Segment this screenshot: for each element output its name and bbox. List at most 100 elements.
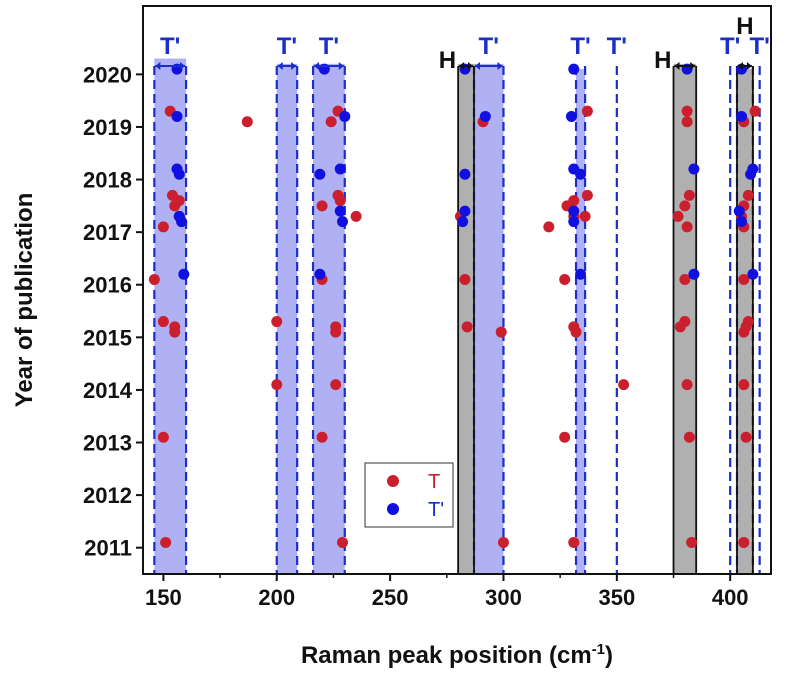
t-point-25 (570, 326, 582, 338)
t-prime-point-9 (565, 110, 577, 122)
t-point-67 (681, 105, 693, 117)
h-band-3 (458, 63, 475, 574)
t-prime-point-12 (173, 168, 185, 180)
t-point-66 (581, 105, 593, 117)
t-prime-point-28 (568, 216, 580, 228)
t-prime-band-5 (576, 69, 586, 574)
t-point-36 (738, 273, 750, 285)
t-point-10 (740, 431, 752, 443)
band-arrow-left-9 (737, 62, 743, 70)
t-point-34 (559, 273, 571, 285)
band-arrow-left-4 (475, 62, 481, 70)
y-tick-label-9: 2020 (83, 62, 132, 87)
t-point-3 (568, 536, 580, 548)
band-arrow-right-0 (180, 62, 186, 70)
band-label-4: T' (479, 33, 499, 60)
band-arrow-left-2 (314, 62, 320, 70)
band-label-10: T' (749, 33, 769, 60)
t-point-22 (461, 321, 473, 333)
band-arrow-right-7 (690, 62, 696, 70)
t-prime-band-0 (154, 58, 187, 575)
band-label-7: H (654, 47, 671, 74)
t-prime-point-29 (733, 205, 745, 217)
t-point-8 (559, 431, 571, 443)
t-prime-point-26 (457, 216, 469, 228)
legend-marker-t (387, 475, 399, 487)
x-tick-label-2: 250 (372, 585, 409, 610)
band-shading-layer (154, 58, 753, 575)
band-arrow-right-4 (497, 62, 503, 70)
band-arrow-right-2 (338, 62, 344, 70)
t-prime-point-30 (736, 216, 748, 228)
band-labels-layer: T' T' T'HT' T' T'HT'HT' (155, 13, 770, 74)
legend-label-t-prime: T' (428, 499, 444, 521)
t-point-33 (459, 273, 471, 285)
t-prime-point-6 (171, 110, 183, 122)
band-arrow-right-1 (291, 62, 297, 70)
t-prime-point-25 (459, 205, 471, 217)
t-point-43 (579, 210, 591, 222)
x-tick-label-3: 300 (485, 585, 522, 610)
t-point-56 (581, 189, 593, 201)
band-arrow-left-0 (155, 62, 161, 70)
t-prime-band-4 (474, 63, 504, 574)
t-point-50 (173, 195, 185, 207)
t-prime-point-24 (337, 216, 349, 228)
t-prime-band-1 (276, 63, 298, 574)
t-point-16 (157, 316, 169, 328)
band-label-2: T' (319, 33, 339, 60)
t-prime-point-18 (688, 163, 700, 175)
band-label-5: T' (570, 33, 590, 60)
t-point-21 (330, 326, 342, 338)
t-point-35 (679, 273, 691, 285)
t-point-55 (568, 195, 580, 207)
band-label-8: T' (720, 33, 740, 60)
t-point-11 (271, 379, 283, 391)
x-tick-label-5: 400 (712, 585, 749, 610)
t-point-59 (742, 189, 754, 201)
band-arrow-left-3 (459, 62, 465, 70)
x-tick-label-0: 150 (145, 585, 182, 610)
t-point-0 (160, 536, 172, 548)
t-prime-point-10 (736, 110, 748, 122)
t-point-37 (157, 221, 169, 233)
y-tick-label-1: 2012 (83, 483, 132, 508)
t-point-7 (316, 431, 328, 443)
t-prime-point-34 (688, 268, 700, 280)
x-axis-title: Raman peak position (cm-1) (301, 641, 613, 669)
band-arrow-right-3 (468, 62, 474, 70)
y-tick-label-8: 2019 (83, 115, 132, 140)
x-axis-title-sup: -1 (592, 641, 605, 658)
t-prime-point-27 (568, 205, 580, 217)
t-point-5 (738, 536, 750, 548)
t-point-27 (679, 316, 691, 328)
band-arrow-right-9 (746, 62, 752, 70)
t-point-6 (157, 431, 169, 443)
t-prime-point-20 (745, 168, 757, 180)
t-point-44 (672, 210, 684, 222)
t-point-15 (738, 379, 750, 391)
t-point-62 (241, 116, 253, 128)
t-prime-point-23 (334, 205, 346, 217)
t-prime-point-7 (339, 110, 351, 122)
y-tick-label-2: 2013 (83, 431, 132, 456)
t-point-30 (740, 321, 752, 333)
t-point-4 (686, 536, 698, 548)
y-tick-label-7: 2018 (83, 168, 132, 193)
t-prime-point-17 (575, 168, 587, 180)
band-label-6: T' (607, 33, 627, 60)
t-point-58 (683, 189, 695, 201)
t-point-9 (683, 431, 695, 443)
axes-layer: 150 200 250 300 350 400 2011 2012 2013 2014 2015 20… (83, 5, 772, 610)
x-tick-label-1: 200 (258, 585, 295, 610)
band-label-0: T' (160, 33, 180, 60)
t-point-12 (330, 379, 342, 391)
t-point-45 (681, 221, 693, 233)
t-point-18 (169, 326, 181, 338)
legend-label-t: T (428, 471, 440, 493)
y-tick-label-5: 2016 (83, 273, 132, 298)
t-prime-point-31 (178, 268, 190, 280)
band-arrow-left-7 (674, 62, 680, 70)
band-arrow-left-1 (277, 62, 283, 70)
